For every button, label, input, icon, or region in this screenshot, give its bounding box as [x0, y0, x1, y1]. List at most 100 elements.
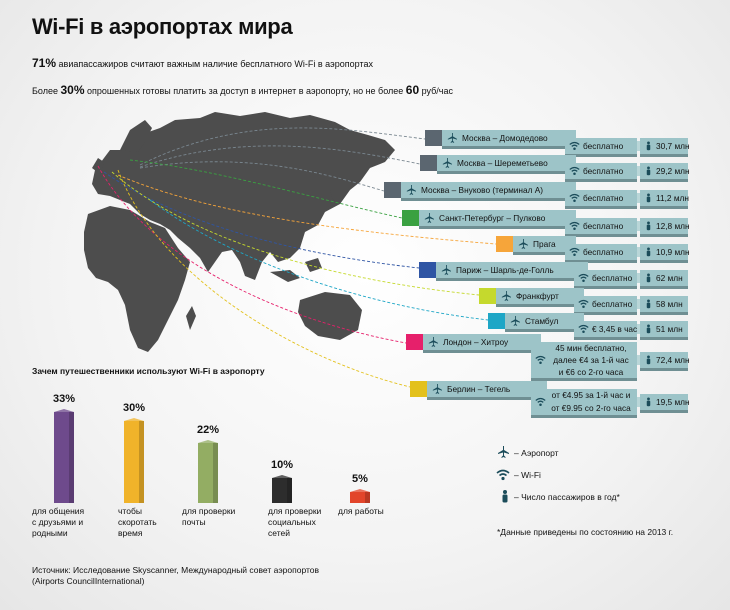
passenger-count: 51 млн — [640, 321, 688, 337]
route-paris — [103, 171, 420, 269]
passenger-count: 62 млн — [640, 270, 688, 286]
route-praga — [117, 174, 497, 245]
stat-30-suffix: руб/час — [419, 86, 453, 96]
usage-bar-shape — [54, 409, 74, 503]
usage-bar-shape — [198, 440, 218, 503]
passenger-count: 29,2 млн — [640, 163, 690, 179]
legend-passengers-label: – Число пассажиров в год* — [514, 492, 620, 502]
passenger-count-label: 10,9 млн — [656, 247, 690, 257]
wifi-price-label: бесплатно — [592, 299, 633, 309]
plane-icon — [424, 213, 434, 223]
wifi-price-label: бесплатно — [583, 193, 624, 203]
airport-row: Москва – Внуково (терминал А) бесплатно 11… — [0, 182, 730, 209]
usage-bar — [198, 440, 218, 503]
wifi-icon — [569, 193, 580, 203]
legend-wifi: – Wi-Fi — [496, 469, 541, 481]
passenger-count-label: 12,8 млн — [656, 221, 690, 231]
plane-icon — [498, 446, 509, 458]
airport-color-swatch — [410, 381, 427, 397]
stat-30-prefix: Более — [32, 86, 61, 96]
usage-bar-label-line: для проверки — [182, 506, 236, 516]
stat-71-value: 71% — [32, 56, 57, 70]
usage-bar-label: для общения с друзьями и родными — [32, 506, 84, 539]
person-icon — [646, 166, 651, 176]
wifi-icon — [569, 247, 580, 257]
usage-bar-label: для работы — [338, 506, 384, 517]
page-title: Wi-Fi в аэропортах мира — [32, 14, 293, 39]
wifi-price-label: € 3,45 в час — [592, 324, 638, 334]
wifi-icon — [569, 141, 580, 151]
passenger-count: 72,4 млн — [640, 352, 690, 368]
airport-color-swatch — [419, 262, 436, 278]
airport-color-swatch — [479, 288, 496, 304]
passenger-count-label: 19,5 млн — [656, 397, 690, 407]
wifi-icon — [578, 324, 589, 334]
airport-name: Стамбул — [505, 313, 584, 329]
passenger-count-label: 30,7 млн — [656, 141, 690, 151]
airport-name: Санкт-Петербург – Пулково — [419, 210, 576, 226]
airport-name-label: Париж – Шарль-де-Голль — [456, 265, 554, 275]
airport-row: Стамбул € 3,45 в час 51 млн — [0, 313, 730, 340]
route-berlin — [117, 169, 411, 388]
source-line-1: Источник: Исследование Skyscanner, Между… — [32, 565, 320, 575]
wifi-price: бесплатно — [565, 218, 637, 234]
usage-bar — [124, 418, 144, 503]
route-pulkovo — [129, 159, 403, 219]
wifi-icon — [578, 273, 589, 283]
usage-bar-label-line: родными — [32, 528, 68, 538]
wifi-price-line: от €4.95 за 1-й час и — [551, 390, 631, 400]
airport-color-swatch — [402, 210, 419, 226]
stat-71-text: авиапассажиров считают важным наличие бе… — [56, 59, 373, 69]
wifi-price-label: бесплатно — [583, 221, 624, 231]
airport-name: Париж – Шарль-де-Голль — [436, 262, 588, 278]
usage-bar-shape — [124, 418, 144, 503]
passenger-count: 11,2 млн — [640, 190, 689, 206]
usage-bar-label-line: для работы — [338, 506, 384, 516]
usage-bar-value: 10% — [270, 459, 294, 471]
person-icon — [646, 299, 651, 309]
usage-bar-value: 30% — [122, 402, 146, 414]
person-icon — [646, 141, 651, 151]
plane-icon — [518, 239, 528, 249]
airport-name-label: Прага — [533, 239, 556, 249]
wifi-price: 45 мин бесплатно, далее €4 за 1-й час и €6… — [531, 342, 637, 378]
passenger-count-label: 51 млн — [656, 324, 683, 334]
footnote: *Данные приведены по состоянию на 2013 г… — [497, 527, 674, 537]
wifi-price-line: и €6 со 2-го часа — [558, 367, 624, 377]
airport-name: Лондон – Хитроу — [423, 334, 541, 350]
legend-airport: – Аэропорт — [498, 446, 559, 458]
usage-bar — [272, 475, 292, 503]
wifi-price-label: бесплатно — [583, 166, 624, 176]
source-line-2: (Airports CouncilInternational) — [32, 576, 145, 586]
airport-name-label: Москва – Внуково (терминал А) — [421, 185, 544, 195]
person-icon — [646, 247, 651, 257]
plane-icon — [447, 133, 457, 143]
airport-name-label: Берлин – Тегель — [447, 384, 511, 394]
route-lines — [97, 127, 497, 388]
passenger-count-label: 11,2 млн — [656, 193, 689, 203]
stat-30: Более 30% опрошенных готовы платить за д… — [32, 83, 453, 97]
passenger-count-label: 72,4 млн — [656, 355, 690, 365]
plane-icon — [442, 158, 452, 168]
airport-row: Берлин – Тегель от €4.95 за 1-й час и от €… — [0, 381, 730, 418]
wifi-price-line: 45 мин бесплатно, — [555, 343, 627, 353]
airport-row: Санкт-Петербург – Пулково бесплатно 12,8 м… — [0, 210, 730, 237]
airport-row: Франкфурт бесплатно 58 млн — [0, 288, 730, 315]
person-icon — [646, 397, 651, 407]
passenger-count-label: 58 млн — [656, 299, 683, 309]
plane-icon — [510, 316, 520, 326]
usage-bar-label: чтобы скоротать время — [118, 506, 157, 539]
legend-airport-label: – Аэропорт — [514, 448, 559, 458]
route-frankfurt — [111, 171, 480, 296]
plane-icon — [428, 337, 438, 347]
stat-30-text: опрошенных готовы платить за доступ в ин… — [84, 86, 406, 96]
usage-bar-label-line: с друзьями и — [32, 517, 84, 527]
wifi-icon — [535, 397, 546, 407]
usage-bar-shape — [272, 475, 292, 503]
stat-30-value: 30% — [60, 83, 85, 97]
airport-row: Москва – Шереметьево бесплатно 29,2 млн — [0, 155, 730, 182]
wifi-price-label: бесплатно — [583, 141, 624, 151]
usage-bar-label-line: сетей — [268, 528, 290, 538]
route-vnukovo — [139, 161, 385, 192]
usage-bar-label-line: почты — [182, 517, 206, 527]
